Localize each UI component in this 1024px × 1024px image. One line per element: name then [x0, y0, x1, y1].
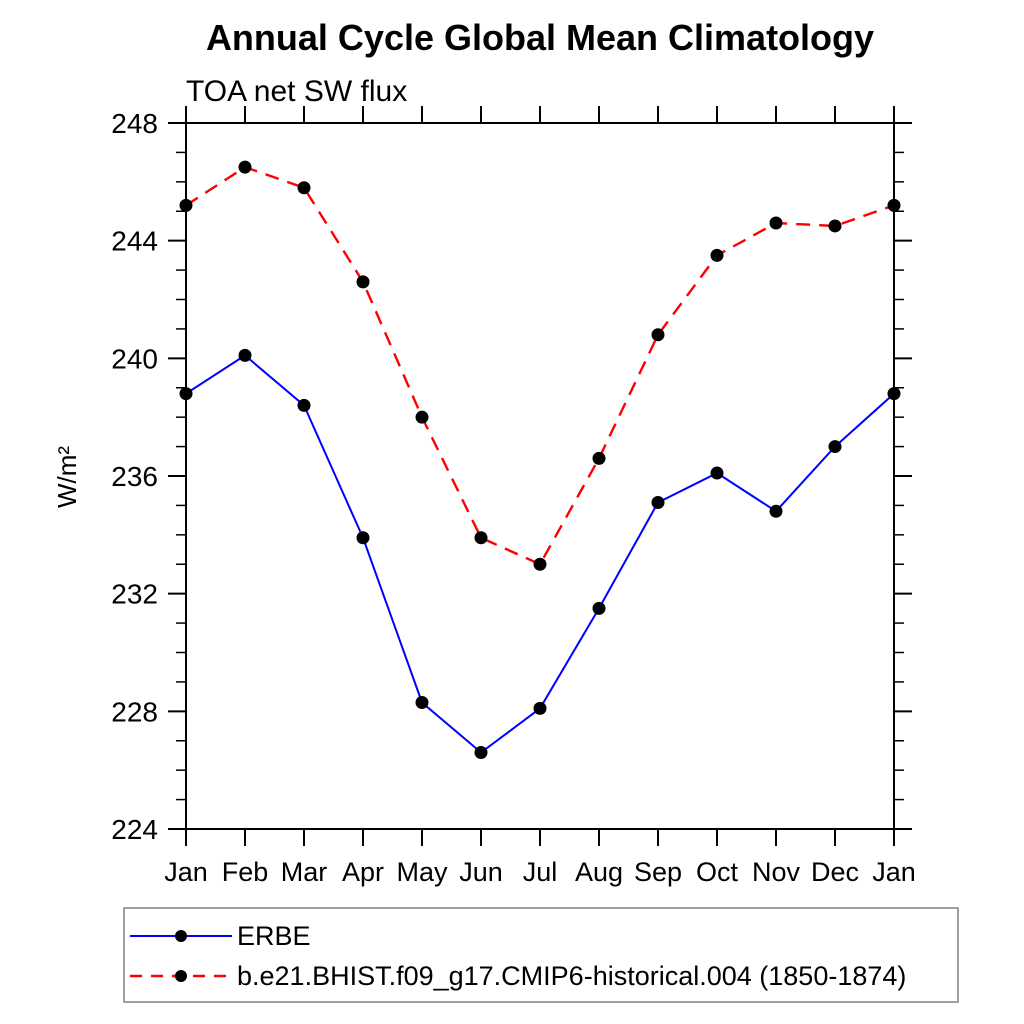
x-tick-label: May	[396, 857, 448, 887]
data-point-marker	[238, 160, 252, 174]
chart-title: Annual Cycle Global Mean Climatology	[206, 17, 874, 58]
legend-label: b.e21.BHIST.f09_g17.CMIP6-historical.004…	[237, 961, 906, 991]
x-tick-label: Jan	[164, 857, 208, 887]
data-point-marker	[592, 451, 606, 465]
data-point-marker	[769, 216, 783, 230]
x-tick-label: Jan	[872, 857, 916, 887]
data-point-marker	[533, 701, 547, 715]
x-tick-label: Nov	[752, 857, 801, 887]
data-point-marker	[651, 495, 665, 509]
data-point-marker	[356, 275, 370, 289]
axes: 224 228 232 236 240 244 248 Jan Feb Mar Apr May Jun J…	[111, 106, 916, 887]
legend-marker	[175, 970, 187, 982]
data-point-marker	[297, 181, 311, 195]
chart-subtitle: TOA net SW flux	[186, 75, 407, 108]
y-tick-label: 244	[111, 226, 158, 257]
x-tick-label: Jun	[459, 857, 503, 887]
data-point-marker	[651, 328, 665, 342]
series-line-model	[185, 165, 895, 566]
x-tick-label: Sep	[634, 857, 682, 887]
data-point-marker	[769, 504, 783, 518]
x-tick-label: Mar	[281, 857, 328, 887]
data-point-marker	[474, 531, 488, 545]
x-tick-label: Feb	[222, 857, 269, 887]
plot-frame	[185, 122, 895, 830]
data-point-marker	[828, 219, 842, 233]
data-point-marker	[474, 746, 488, 760]
y-axis-label: W/m²	[52, 446, 82, 508]
legend: ERBE b.e21.BHIST.f09_g17.CMIP6-historical…	[123, 907, 959, 1003]
data-point-marker	[533, 557, 547, 571]
data-point-marker	[887, 198, 901, 212]
series-line-erbe	[185, 354, 895, 754]
data-point-marker	[828, 440, 842, 454]
y-tick-label: 248	[111, 108, 158, 139]
y-tick-label: 228	[111, 696, 158, 727]
x-tick-label: Jul	[523, 857, 558, 887]
data-point-marker	[297, 398, 311, 412]
x-tick-label: Aug	[575, 857, 623, 887]
y-tick-label: 232	[111, 579, 158, 610]
data-point-marker	[415, 410, 429, 424]
legend-box	[123, 907, 959, 1003]
data-point-marker	[592, 601, 606, 615]
x-tick-label: Oct	[696, 857, 739, 887]
data-point-marker	[415, 696, 429, 710]
y-tick-label: 224	[111, 814, 158, 845]
legend-marker	[175, 930, 187, 942]
data-point-marker	[710, 466, 724, 480]
data-point-marker	[179, 387, 193, 401]
legend-label: ERBE	[237, 921, 311, 951]
data-point-marker	[356, 531, 370, 545]
data-point-marker	[710, 248, 724, 262]
data-point-marker	[179, 198, 193, 212]
y-tick-label: 240	[111, 343, 158, 374]
data-point-marker	[238, 348, 252, 362]
data-point-marker	[887, 387, 901, 401]
x-tick-label: Dec	[811, 857, 859, 887]
data-series	[179, 160, 901, 760]
y-tick-label: 236	[111, 461, 158, 492]
x-tick-label: Apr	[342, 857, 384, 887]
